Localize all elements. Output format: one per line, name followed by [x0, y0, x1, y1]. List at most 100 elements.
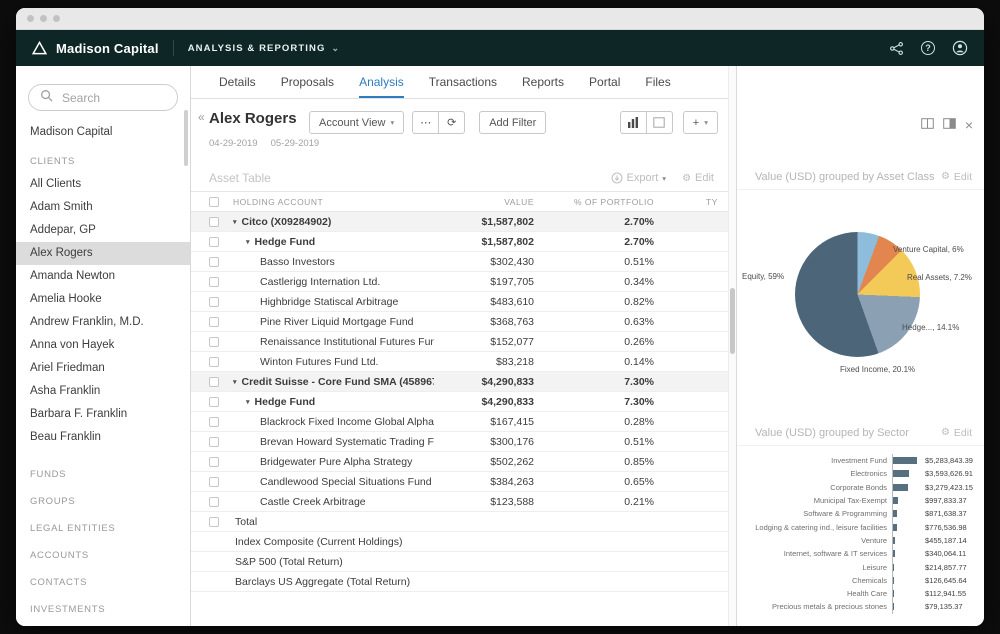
expand-caret-icon[interactable]: ▾	[246, 238, 250, 246]
table-view-toggle[interactable]	[645, 111, 673, 134]
table-row-bridgewater-pure-alpha-strategy[interactable]: Bridgewater Pure Alpha Strategy $502,262 0…	[191, 452, 728, 472]
sidebar-scrollbar[interactable]	[184, 110, 188, 166]
sidebar-client-all-clients[interactable]: All Clients	[30, 178, 82, 190]
table-row-total[interactable]: Total	[191, 512, 728, 532]
sidebar-section-groups[interactable]: GROUPS	[30, 496, 76, 507]
sidebar-section-contacts[interactable]: CONTACTS	[30, 577, 88, 588]
table-row-pine-river-liquid-mortgage-fund[interactable]: Pine River Liquid Mortgage Fund $368,763 0…	[191, 312, 728, 332]
sidebar-client-amanda-newton[interactable]: Amanda Newton	[30, 270, 116, 282]
window-zoom-button[interactable]	[53, 15, 60, 22]
row-checkbox[interactable]	[209, 276, 219, 287]
row-checkbox[interactable]	[209, 496, 219, 507]
tab-reports[interactable]: Reports	[522, 74, 565, 89]
collapse-panel-icon[interactable]: «	[198, 110, 205, 124]
more-options-button[interactable]: ⋯	[412, 111, 440, 134]
bar[interactable]	[893, 510, 897, 518]
table-row-citco-x09284902[interactable]: ▾ Citco (X09284902) $1,587,802 2.70%	[191, 212, 728, 232]
table-row-brevan-howard-systematic-trading-futures[interactable]: Brevan Howard Systematic Trading Futures…	[191, 432, 728, 452]
account-view-dropdown[interactable]: Account View ▾	[309, 111, 405, 134]
window-minimize-button[interactable]	[40, 15, 47, 22]
close-panel-icon[interactable]: ×	[964, 117, 973, 133]
row-checkbox[interactable]	[209, 516, 219, 527]
sidebar-section-legal-entities[interactable]: LEGAL ENTITIES	[30, 523, 116, 534]
sidebar-client-amelia-hooke[interactable]: Amelia Hooke	[30, 293, 102, 305]
table-row-blackrock-fixed-income-global-alpha[interactable]: Blackrock Fixed Income Global Alpha $167,…	[191, 412, 728, 432]
table-row-highbridge-statiscal-arbitrage[interactable]: Highbridge Statiscal Arbitrage $483,610 0.…	[191, 292, 728, 312]
bar[interactable]	[893, 457, 917, 465]
row-checkbox[interactable]	[209, 256, 219, 267]
bar[interactable]	[893, 590, 895, 598]
sidebar-client-ariel-friedman[interactable]: Ariel Friedman	[30, 362, 105, 374]
date-end[interactable]: 05-29-2019	[270, 138, 320, 149]
search-input[interactable]	[60, 89, 166, 106]
sidebar-section-funds[interactable]: FUNDS	[30, 469, 67, 480]
bar[interactable]	[893, 563, 895, 571]
row-checkbox[interactable]	[209, 216, 219, 227]
tab-analysis[interactable]: Analysis	[359, 66, 404, 98]
layout-split-icon[interactable]	[921, 116, 934, 134]
column-type[interactable]: TY	[706, 196, 718, 207]
column-pct-of-portfolio[interactable]: % OF PORTFOLIO	[573, 196, 654, 207]
sidebar-section-accounts[interactable]: ACCOUNTS	[30, 550, 89, 561]
add-filter-button[interactable]: Add Filter	[479, 111, 547, 134]
row-checkbox[interactable]	[209, 316, 219, 327]
sidebar-client-alex-rogers[interactable]: Alex Rogers	[16, 242, 190, 265]
tab-portal[interactable]: Portal	[589, 74, 621, 89]
tab-files[interactable]: Files	[645, 74, 671, 89]
main-vertical-scrollbar[interactable]	[728, 66, 736, 626]
row-checkbox[interactable]	[209, 376, 219, 387]
expand-caret-icon[interactable]: ▾	[246, 398, 250, 406]
table-row-index-composite-current-holdings[interactable]: Index Composite (Current Holdings)	[191, 532, 728, 552]
export-button[interactable]: Export ▾	[611, 172, 666, 184]
table-row-winton-futures-fund-ltd[interactable]: Winton Futures Fund Ltd. $83,218 0.14%	[191, 352, 728, 372]
edit-sector-chart-button[interactable]: ⚙ Edit	[941, 427, 972, 439]
profile-icon[interactable]	[952, 40, 968, 56]
bar[interactable]	[893, 497, 898, 505]
table-row-candlewood-special-situations-fund[interactable]: Candlewood Special Situations Fund $384,2…	[191, 472, 728, 492]
sidebar-client-adam-smith[interactable]: Adam Smith	[30, 201, 93, 213]
row-checkbox[interactable]	[209, 356, 219, 367]
table-row-barclays-us-aggregate-total-return[interactable]: Barclays US Aggregate (Total Return)	[191, 572, 728, 592]
row-checkbox[interactable]	[209, 456, 219, 467]
analysis-reporting-menu[interactable]: ANALYSIS & REPORTING ⌄	[188, 43, 340, 54]
chart-view-toggle[interactable]	[619, 111, 647, 134]
select-all-checkbox[interactable]	[209, 196, 219, 207]
bar[interactable]	[893, 470, 910, 478]
edit-asset-class-chart-button[interactable]: ⚙ Edit	[941, 171, 972, 183]
row-checkbox[interactable]	[209, 436, 219, 447]
sidebar-client-barbara-f-franklin[interactable]: Barbara F. Franklin	[30, 408, 128, 420]
table-row-credit-suisse-core-fund-sma-4589673[interactable]: ▾ Credit Suisse - Core Fund SMA (4589673)…	[191, 372, 728, 392]
layout-right-pane-icon[interactable]	[943, 116, 956, 134]
sidebar-client-anna-von-hayek[interactable]: Anna von Hayek	[30, 339, 115, 351]
bar[interactable]	[893, 523, 897, 531]
add-widget-button[interactable]: + ▾	[682, 111, 718, 134]
table-row-basso-investors[interactable]: Basso Investors $302,430 0.51%	[191, 252, 728, 272]
table-row-s-p-500-total-return[interactable]: S&P 500 (Total Return)	[191, 552, 728, 572]
edit-table-button[interactable]: ⚙ Edit	[682, 172, 714, 184]
row-checkbox[interactable]	[209, 396, 219, 407]
row-checkbox[interactable]	[209, 296, 219, 307]
sidebar-client-beau-franklin[interactable]: Beau Franklin	[30, 431, 101, 443]
refresh-button[interactable]: ⟳	[438, 111, 466, 134]
expand-caret-icon[interactable]: ▾	[233, 218, 237, 226]
row-checkbox[interactable]	[209, 236, 219, 247]
table-row-hedge-fund[interactable]: ▾ Hedge Fund $1,587,802 2.70%	[191, 232, 728, 252]
network-icon[interactable]	[889, 41, 904, 56]
tab-proposals[interactable]: Proposals	[280, 74, 335, 89]
date-start[interactable]: 04-29-2019	[209, 138, 258, 149]
row-checkbox[interactable]	[209, 476, 219, 487]
help-icon[interactable]: ?	[921, 41, 935, 55]
bar[interactable]	[893, 483, 908, 491]
sidebar-client-andrew-franklin-m-d[interactable]: Andrew Franklin, M.D.	[30, 316, 144, 328]
sidebar-client-asha-franklin[interactable]: Asha Franklin	[30, 385, 101, 397]
expand-caret-icon[interactable]: ▾	[233, 378, 237, 386]
table-row-castlerigg-internation-ltd[interactable]: Castlerigg Internation Ltd. $197,705 0.34%	[191, 272, 728, 292]
tab-transactions[interactable]: Transactions	[428, 74, 497, 89]
sidebar-client-addepar-gp[interactable]: Addepar, GP	[30, 224, 96, 236]
table-row-hedge-fund[interactable]: ▾ Hedge Fund $4,290,833 7.30%	[191, 392, 728, 412]
window-close-button[interactable]	[27, 15, 34, 22]
column-holding-account[interactable]: HOLDING ACCOUNT	[233, 196, 324, 207]
scrollbar-thumb[interactable]	[730, 288, 735, 354]
table-row-renaissance-institutional-futures-fund[interactable]: Renaissance Institutional Futures Fund $1…	[191, 332, 728, 352]
search-box[interactable]	[28, 84, 178, 111]
